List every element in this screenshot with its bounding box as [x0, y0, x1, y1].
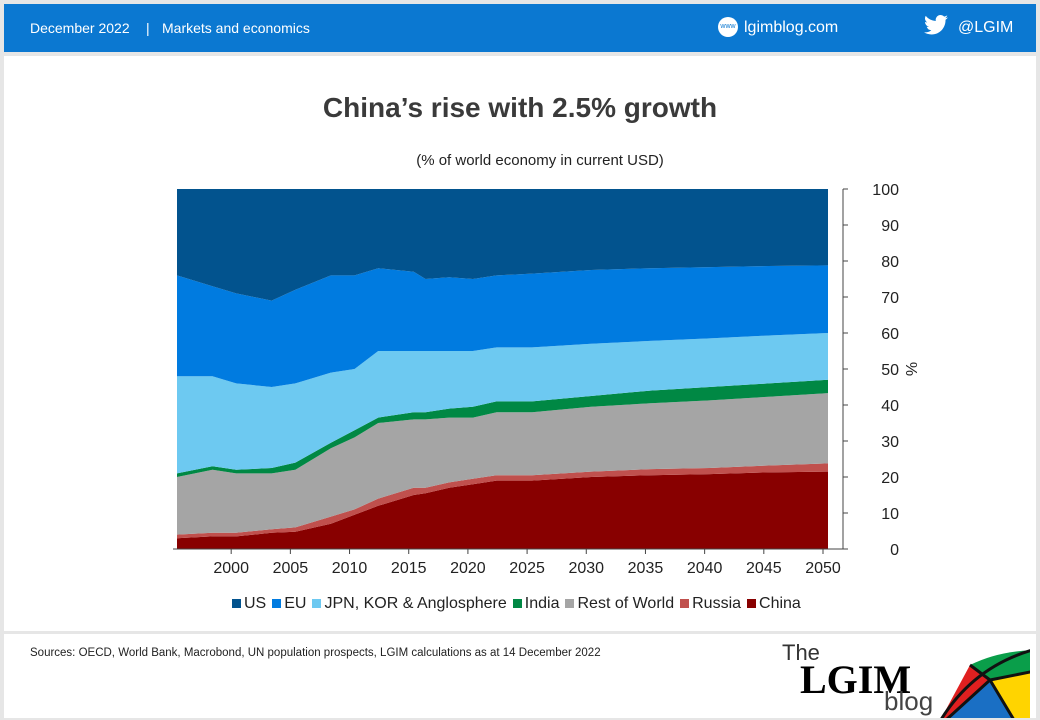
x-tick-label: 2020 — [450, 560, 486, 577]
legend-swatch — [680, 599, 690, 608]
y-tick-label: 50 — [881, 362, 899, 379]
area-jpn-kor-anglosphere — [177, 333, 828, 474]
umbrella-icon — [940, 649, 1030, 718]
y-tick-label: 100 — [872, 182, 899, 199]
legend-item: JPN, KOR & Anglosphere — [312, 595, 507, 612]
lgim-blog-logo: The LGIM blog — [780, 640, 1030, 718]
x-tick-label: 2025 — [509, 560, 545, 577]
separator: | — [146, 20, 150, 36]
logo-lgim: LGIM — [800, 657, 912, 702]
x-tick-label: 2010 — [332, 560, 368, 577]
legend-label: Rest of World — [577, 595, 675, 612]
y-tick-label: 70 — [881, 290, 899, 307]
twitter-icon — [924, 14, 948, 42]
x-tick-label: 2030 — [568, 560, 604, 577]
x-tick-label: 2040 — [687, 560, 723, 577]
x-tick-label: 2005 — [273, 560, 309, 577]
logo-the: The — [782, 640, 820, 665]
y-axis-label: % — [902, 362, 919, 376]
date: December 2022 — [30, 20, 130, 36]
twitter-handle[interactable]: @LGIM — [958, 19, 1014, 36]
y-tick-label: 20 — [881, 470, 899, 487]
legend-item: India — [512, 595, 560, 612]
legend-label: China — [759, 595, 801, 612]
logo-blog: blog — [884, 686, 934, 716]
legend-swatch — [747, 599, 757, 608]
chart-title: China’s rise with 2.5% growth — [322, 92, 718, 123]
y-tick-label: 10 — [881, 506, 899, 523]
legend-swatch — [312, 599, 322, 608]
legend-item: US — [232, 595, 266, 612]
y-tick-label: 90 — [881, 218, 899, 235]
legend-label: US — [244, 595, 267, 612]
source-note: Sources: OECD, World Bank, Macrobond, UN… — [30, 647, 601, 659]
site-link[interactable]: lgimblog.com — [744, 19, 839, 36]
legend-label: JPN, KOR & Anglosphere — [324, 595, 507, 612]
y-tick-label: 30 — [881, 434, 899, 451]
area-us — [177, 189, 828, 301]
legend-item: EU — [272, 595, 306, 612]
legend-label: Russia — [692, 595, 742, 612]
www-icon: www — [718, 17, 738, 37]
legend-swatch — [232, 599, 241, 608]
x-tick-label: 2035 — [628, 560, 664, 577]
legend-swatch — [272, 599, 282, 608]
y-tick-label: 0 — [890, 542, 899, 559]
legend-label: EU — [284, 595, 307, 612]
area-eu — [177, 265, 828, 387]
legend-swatch — [512, 599, 522, 608]
chart-subtitle: (% of world economy in current USD) — [416, 152, 664, 169]
legend-item: China — [747, 595, 801, 612]
legend-swatch — [565, 599, 575, 608]
x-tick-label: 2000 — [213, 560, 249, 577]
legend-item: Rest of World — [565, 595, 674, 612]
y-tick-label: 40 — [881, 398, 899, 415]
x-tick-label: 2045 — [746, 560, 782, 577]
legend-item: Russia — [680, 595, 741, 612]
legend-label: India — [524, 595, 560, 612]
header-bar: December 2022 | Markets and economics ww… — [4, 4, 1036, 52]
x-tick-label: 2015 — [391, 560, 427, 577]
x-tick-label: 2050 — [805, 560, 841, 577]
category-link[interactable]: Markets and economics — [162, 20, 310, 36]
y-tick-label: 60 — [881, 326, 899, 343]
footer — [4, 634, 1036, 718]
area-rest-of-world — [177, 393, 828, 535]
area-china — [177, 471, 828, 549]
area-russia — [177, 463, 828, 539]
y-tick-label: 80 — [881, 254, 899, 271]
legend: US EU JPN, KOR & Anglosphere India Rest of W… — [232, 595, 807, 613]
area-india — [177, 379, 828, 477]
